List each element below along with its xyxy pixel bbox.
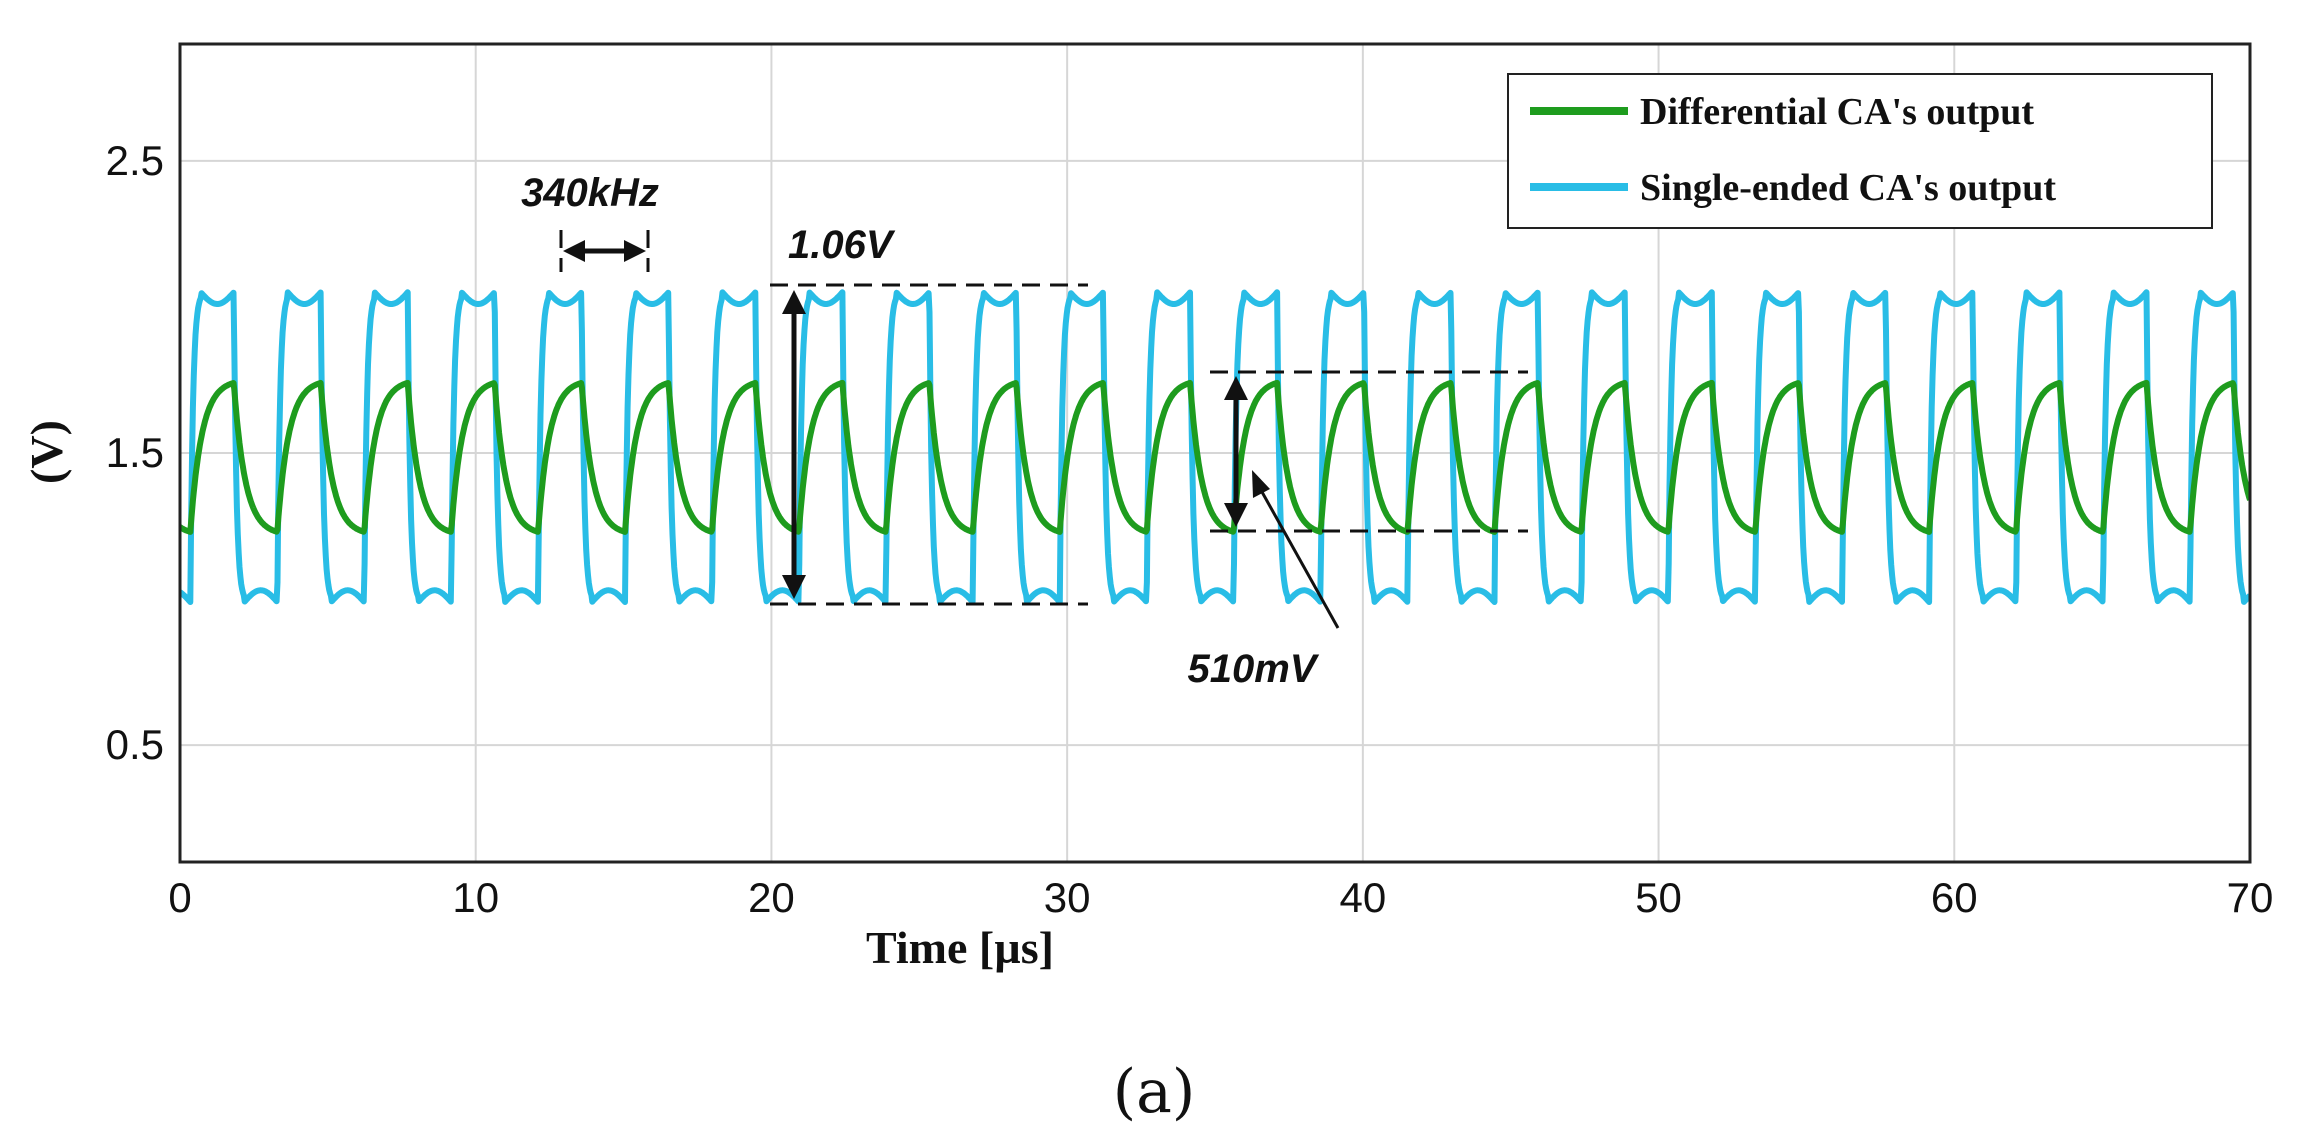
x-tick-label: 50 [1635, 874, 1682, 921]
annotations: 340kHz 1.06V 510mV [521, 171, 1528, 691]
annotation-frequency: 340kHz [521, 171, 659, 215]
series-line-single-ended [180, 289, 2250, 605]
single-pp-arrowhead-bottom-icon [782, 575, 806, 599]
y-tick-label: 2.5 [106, 137, 164, 184]
x-tick-label: 70 [2227, 874, 2274, 921]
freq-arrowhead-right-icon [624, 240, 646, 262]
x-tick-label: 30 [1044, 874, 1091, 921]
legend-box [1507, 73, 2213, 229]
x-tick-label: 0 [168, 874, 191, 921]
legend: Differential CA's output Single-ended CA… [1507, 73, 2213, 229]
plot-frame [178, 42, 2252, 864]
series-layer [180, 289, 2250, 605]
x-tick-label: 40 [1339, 874, 1386, 921]
diff-pp-arrowhead-top-icon [1224, 376, 1248, 400]
diff-pp-arrowhead-bottom-icon [1224, 503, 1248, 527]
legend-label-single-ended: Single-ended CA's output [1640, 167, 2056, 209]
y-ticks: 0.5 1.5 2.5 [106, 137, 164, 768]
figure-caption: (a) [1113, 1057, 1196, 1127]
annotation-differential-pp: 510mV [1188, 647, 1320, 691]
diff-pp-pointer [1255, 482, 1340, 629]
annotation-single-ended-pp: 1.06V [788, 223, 896, 267]
series-line-differential [180, 379, 2250, 535]
diff-pp-pointer-head-icon [1252, 470, 1270, 498]
y-tick-label: 1.5 [106, 429, 164, 476]
freq-arrowhead-left-icon [563, 240, 585, 262]
y-axis-label: (V) [21, 420, 72, 484]
y-tick-label: 0.5 [106, 721, 164, 768]
legend-label-differential: Differential CA's output [1640, 91, 2034, 133]
x-tick-label: 60 [1931, 874, 1978, 921]
x-ticks: 0 10 20 30 40 50 60 70 [168, 874, 2273, 921]
x-tick-label: 20 [748, 874, 795, 921]
x-axis-label: Time [µs] [866, 922, 1054, 973]
x-tick-label: 10 [452, 874, 499, 921]
single-pp-arrowhead-top-icon [782, 290, 806, 314]
